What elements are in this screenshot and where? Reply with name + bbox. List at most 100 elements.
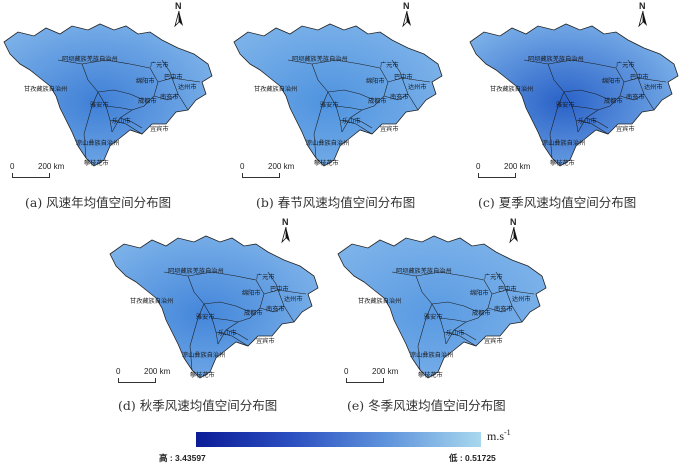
north-arrow-icon: N: [400, 1, 414, 28]
city-label-dazhou: 达州市: [408, 84, 427, 91]
city-label-liangshan: 凉山彝族自治州: [76, 140, 120, 147]
prefecture-border: [57, 59, 151, 69]
city-label-guangyuan: 广元市: [484, 274, 503, 281]
prefecture-border: [563, 89, 611, 101]
city-label-yibin: 宜宾市: [150, 126, 169, 133]
prefecture-border: [327, 89, 375, 101]
city-label-panzhihua: 攀枝花市: [190, 372, 215, 379]
prefecture-border: [585, 117, 609, 129]
scale-start: 0: [116, 367, 121, 376]
legend-high-value: 高 : 3.43597: [159, 453, 206, 463]
prefecture-border: [495, 271, 507, 291]
prefecture-border: [81, 63, 113, 133]
city-label-mianyang: 绵阳市: [136, 78, 155, 85]
city-label-yibin: 宜宾市: [256, 338, 275, 345]
city-label-yaan: 雅安市: [556, 102, 575, 109]
panel-caption-e: (e) 冬季风速均值空间分布图: [347, 398, 506, 413]
scale-bar-line: [118, 378, 156, 383]
city-label-dazhou: 达州市: [644, 84, 663, 91]
prefecture-border: [161, 59, 173, 79]
prefecture-border: [417, 303, 433, 371]
scale-end: 200 km: [38, 162, 65, 171]
city-label-aba: 阿坝藏族羌族自治州: [396, 268, 452, 275]
city-label-bazhong: 巴中市: [270, 286, 289, 293]
city-label-dazhou: 达州市: [512, 296, 531, 303]
prefecture-border: [267, 271, 279, 291]
city-label-chengdu: 成都市: [604, 98, 623, 105]
north-arrow-icon: N: [636, 1, 650, 28]
prefecture-border: [263, 289, 307, 295]
scale-bar-line: [12, 173, 50, 178]
city-label-guangyuan: 广元市: [380, 62, 399, 69]
scale-bar-line: [242, 173, 280, 178]
map-panel-c: 阿坝藏族羌族自治州 甘孜藏族自治州 广元市 巴中市 达州市 绵阳市 南充市 成都市 雅安市 乐山市…: [468, 20, 680, 172]
prefecture-border: [439, 317, 467, 323]
legend-unit: m.s-1: [487, 428, 511, 444]
city-label-nanchong: 南充市: [266, 306, 285, 313]
prefecture-border: [105, 105, 133, 111]
prefecture-border: [163, 271, 257, 281]
prefecture-border: [259, 305, 285, 313]
prefecture-border: [443, 331, 477, 347]
scale-bar-line: [478, 173, 516, 178]
prefecture-border: [571, 105, 599, 111]
north-label: N: [175, 1, 182, 11]
sichuan-map-c: [469, 23, 679, 167]
city-label-panzhihua: 攀枝花市: [418, 372, 443, 379]
map-panel-d: 阿坝藏族羌族自治州 甘孜藏族自治州 广元市 巴中市 达州市 绵阳市 南充市 成都市 雅安市 乐山市…: [108, 232, 320, 384]
province-outline: [469, 23, 679, 167]
city-label-leshan: 乐山市: [342, 118, 361, 125]
prefecture-border: [453, 329, 477, 341]
prefecture-border: [153, 93, 179, 101]
city-label-guangyuan: 广元市: [616, 62, 635, 69]
prefecture-border: [157, 77, 201, 83]
prefecture-border: [119, 117, 143, 129]
city-label-mianyang: 绵阳市: [602, 78, 621, 85]
north-arrow-shape: [402, 10, 411, 28]
north-arrow-shape: [174, 10, 183, 28]
scale-bar: 0 200 km: [116, 367, 178, 384]
city-label-nanchong: 南充市: [160, 94, 179, 101]
scale-end: 200 km: [372, 367, 399, 376]
city-label-guangyuan: 广元市: [256, 274, 275, 281]
city-label-aba: 阿坝藏族羌族自治州: [62, 56, 118, 63]
city-label-chengdu: 成都市: [472, 310, 491, 317]
city-label-aba: 阿坝藏族羌族自治州: [528, 56, 584, 63]
prefecture-border: [211, 317, 239, 323]
north-arrow-icon: N: [279, 217, 293, 244]
north-label: N: [639, 1, 646, 11]
scale-start: 0: [344, 367, 349, 376]
prefecture-border: [487, 305, 513, 313]
city-label-bazhong: 巴中市: [394, 74, 413, 81]
panel-caption-d: (d) 秋季风速均值空间分布图: [118, 398, 278, 413]
prefecture-border: [339, 119, 373, 135]
sichuan-map-a: [3, 23, 213, 167]
prefecture-border: [547, 63, 579, 133]
prefecture-border: [431, 301, 479, 313]
legend-unit-text: m.s: [487, 429, 505, 443]
scale-end: 200 km: [504, 162, 531, 171]
city-label-liangshan: 凉山彝族自治州: [542, 140, 586, 147]
city-label-leshan: 乐山市: [578, 118, 597, 125]
city-label-nanchong: 南充市: [626, 94, 645, 101]
scale-bar-line: [346, 378, 384, 383]
scale-bar: 0 200 km: [344, 367, 406, 384]
prefecture-border: [109, 119, 143, 135]
prefecture-border: [335, 105, 363, 111]
city-label-yibin: 宜宾市: [380, 126, 399, 133]
map-panel-a: 阿坝藏族羌族自治州 甘孜藏族自治州 广元市 巴中市 达州市 绵阳市 南充市 成都市 雅安市 乐山市…: [2, 20, 214, 172]
city-label-chengdu: 成都市: [244, 310, 263, 317]
city-label-ganzi: 甘孜藏族自治州: [24, 86, 68, 93]
province-outline: [337, 235, 547, 379]
city-label-mianyang: 绵阳市: [366, 78, 385, 85]
prefecture-border: [313, 91, 329, 159]
city-label-liangshan: 凉山彝族自治州: [410, 352, 454, 359]
map-panel-e: 阿坝藏族羌族自治州 甘孜藏族自治州 广元市 巴中市 达州市 绵阳市 南充市 成都市 雅安市 乐山市…: [336, 232, 548, 384]
prefecture-border: [287, 59, 381, 69]
panel-caption-b: (b) 春节风速均值空间分布图: [256, 195, 416, 210]
city-label-yaan: 雅安市: [424, 314, 443, 321]
prefecture-border: [97, 89, 145, 101]
legend-low-value: 低 : 0.51725: [449, 453, 496, 463]
north-label: N: [403, 1, 410, 11]
prefecture-border: [83, 91, 99, 159]
